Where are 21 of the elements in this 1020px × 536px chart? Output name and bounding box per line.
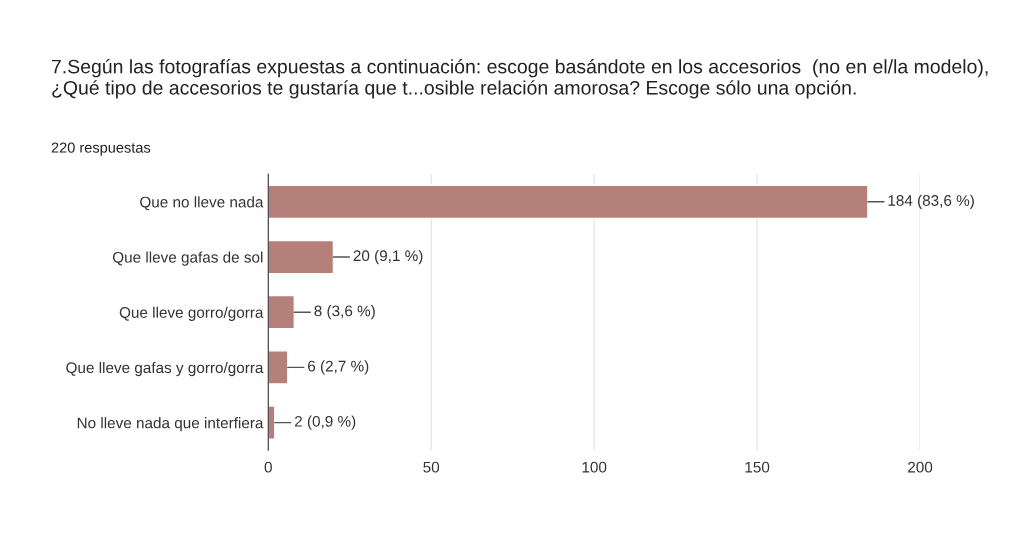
x-tick-label: 150 [745,461,770,473]
y-tick-label: Que no lleve nada [140,196,264,211]
y-tick-label: Que lleve gorro/gorra [119,306,264,321]
chart-title: 7.Según las fotografías expuestas a continuación: escoge basándote en los accesorios (no en el/la modelo), ¿Qué tipo de accesorios te gustaría que t...osible relación amorosa? Escoge sólo una opción. [52,58,988,99]
bar [268,184,869,220]
data-label: 20 (9,1 %) [353,249,423,265]
y-tick-label: No lleve nada que interfiera [77,417,264,432]
bar [268,294,296,330]
bar [268,350,289,385]
x-tick-label: 200 [908,461,933,473]
data-label: 8 (3,6 %) [314,305,375,320]
data-label: 184 (83,6 %) [888,194,974,209]
x-tick-label: 0 [264,461,272,473]
y-tick-label: Que lleve gafas y gorro/gorra [66,361,264,377]
data-label: 6 (2,7 %) [308,360,369,375]
data-label: 2 (0,9 %) [294,415,356,430]
text: 220 respuestas [51,142,151,156]
x-tick-label: 50 [423,461,440,473]
bar [268,239,335,275]
x-tick-label: 100 [582,461,607,473]
y-tick-label: Que lleve gafas de sol [112,251,263,266]
